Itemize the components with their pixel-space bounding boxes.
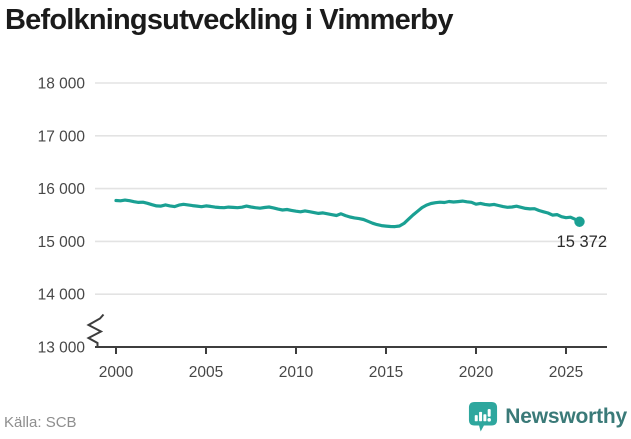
brand-link[interactable]: Newsworthy [468,401,627,433]
chart-title: Befolkningsutveckling i Vimmerby [5,4,453,36]
x-axis-ticks: 2000 2005 2010 2015 2020 2025 [99,347,583,381]
y-tick-label: 17 000 [38,128,86,145]
x-tick-label: 2010 [279,364,314,381]
gridlines [95,82,607,296]
y-tick-label: 16 000 [38,181,86,198]
logo-bar-chart-glyph [475,409,492,422]
y-tick-label: 13 000 [38,340,86,357]
y-axis-labels: 13 000 14 000 15 000 16 000 17 000 18 000 [38,76,86,357]
newsworthy-logo-icon [469,402,498,432]
last-value-label: 15 372 [557,233,607,251]
x-tick-label: 2000 [99,364,134,381]
source-label: Källa: SCB [4,414,77,431]
brand-name: Newsworthy [505,405,627,428]
x-tick-label: 2025 [549,364,583,381]
y-axis-break-icon [86,313,105,348]
y-tick-label: 18 000 [38,76,86,93]
x-tick-label: 2020 [459,364,494,381]
population-series-line [114,198,582,229]
x-tick-label: 2015 [369,364,403,381]
last-value-dot-marker [574,216,585,227]
y-tick-label: 14 000 [38,287,86,304]
x-tick-label: 2005 [189,364,223,381]
y-tick-label: 15 000 [38,234,86,251]
